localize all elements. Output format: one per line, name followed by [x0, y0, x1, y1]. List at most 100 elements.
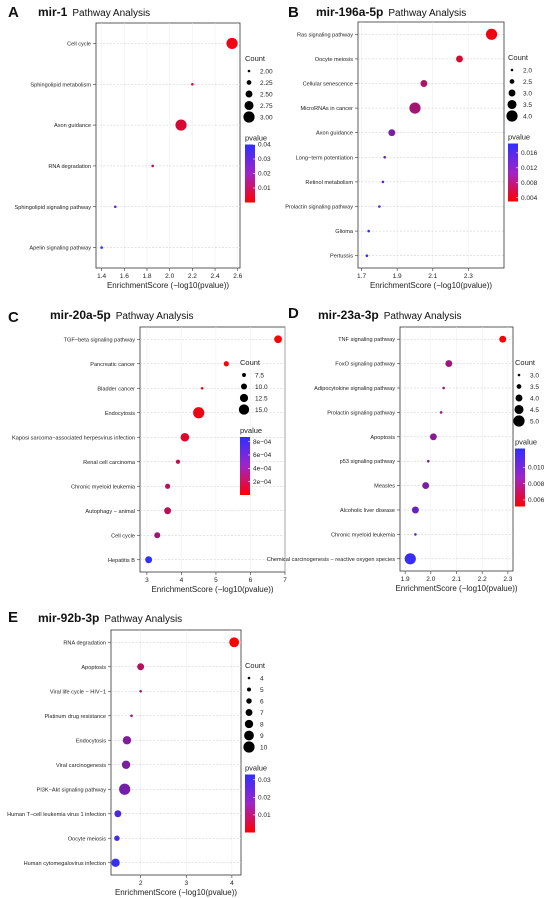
- data-point: [439, 411, 443, 414]
- chart-subtitle: Pathway Analysis: [388, 8, 466, 19]
- size-legend-dot: [244, 719, 254, 729]
- x-tick-label: 1.4: [97, 273, 106, 280]
- size-legend-label: 2.0: [523, 67, 532, 74]
- category-label: Retinol metabolism: [305, 180, 353, 186]
- data-point: [378, 205, 381, 208]
- size-legend-label: 6: [260, 698, 264, 705]
- data-point: [139, 689, 142, 693]
- category-label: Apelin signaling pathway: [29, 246, 91, 252]
- data-point: [180, 432, 190, 442]
- x-tick-label: 4: [180, 577, 184, 584]
- size-legend-dot: [246, 698, 252, 704]
- size-legend-label: 3.0: [523, 90, 532, 97]
- category-label: Ras signaling pathway: [297, 32, 353, 38]
- size-legend-dot: [517, 373, 521, 377]
- category-label: Sphingolipid signaling pathway: [14, 205, 91, 211]
- plot-area: [95, 22, 241, 269]
- colorbar-label: 4e−04: [253, 466, 272, 473]
- size-legend-label: 2.75: [260, 103, 273, 110]
- color-legend-title: pvalue: [508, 133, 530, 142]
- category-label: Axon guidance: [54, 123, 91, 129]
- x-axis-title: EnrichmentScore (−log10(pvalue)): [370, 281, 492, 290]
- size-legend-label: 3.00: [260, 114, 273, 121]
- category-label: Sphingolipid metabolism: [30, 82, 91, 88]
- color-legend-title: pvalue: [515, 438, 537, 447]
- size-legend-dot: [507, 99, 517, 110]
- data-point: [420, 80, 428, 87]
- data-point: [200, 386, 204, 390]
- size-legend-dot: [243, 111, 255, 123]
- chart-title: mir-1 Pathway Analysis: [38, 5, 150, 19]
- color-legend-title: pvalue: [245, 764, 267, 773]
- data-point: [113, 205, 117, 209]
- data-point: [175, 119, 187, 131]
- data-point: [100, 246, 103, 249]
- data-point: [111, 858, 120, 867]
- chart-title: mir-92b-3p Pathway Analysis: [38, 611, 182, 625]
- colorbar-label: 2e−04: [253, 479, 272, 486]
- colorbar: [508, 143, 518, 202]
- colorbar-label: 0.016: [521, 150, 538, 157]
- size-legend-label: 4.5: [530, 407, 539, 414]
- size-legend-dot: [516, 384, 522, 389]
- x-axis-title: EnrichmentScore (−log10(pvalue)): [395, 584, 517, 593]
- colorbar-label: 0.04: [258, 142, 271, 149]
- data-point: [191, 82, 194, 86]
- size-legend-dot: [240, 383, 248, 390]
- data-point: [409, 102, 421, 114]
- category-label: RNA degradation: [48, 164, 91, 170]
- data-point: [175, 459, 181, 464]
- x-tick-label: 2.1: [452, 576, 461, 583]
- category-label: Long−term potentiation: [296, 155, 353, 161]
- size-legend-dot: [508, 89, 516, 97]
- chart-title-mirna: mir-23a-3p: [318, 308, 379, 322]
- category-label: Apoptosis: [81, 665, 106, 671]
- data-point: [426, 459, 430, 463]
- size-legend-dot: [246, 687, 252, 692]
- colorbar-label: 0.01: [258, 185, 271, 192]
- category-label: Cell cycle: [111, 533, 135, 539]
- category-label: Axon guidance: [316, 131, 353, 137]
- x-tick-label: 2.3: [503, 576, 512, 583]
- size-legend-label: 4.0: [523, 113, 532, 120]
- data-point: [442, 386, 445, 390]
- colorbar: [245, 144, 255, 203]
- size-legend-dot: [509, 79, 515, 84]
- category-label: Human cytomegalovirus infection: [24, 861, 106, 867]
- colorbar-label: 6e−04: [253, 452, 272, 459]
- colorbar-label: 0.03: [258, 777, 271, 784]
- category-label: Endocytosis: [76, 738, 106, 744]
- panel-letter: C: [8, 309, 19, 326]
- chart-title-mirna: mir-1: [38, 5, 68, 19]
- category-label: Endocytosis: [105, 411, 135, 417]
- category-label: Kaposi sarcoma−associated herpesvirus in…: [12, 435, 135, 441]
- chart-title-mirna: mir-20a-5p: [50, 308, 111, 322]
- chart-title: mir-196a-5p Pathway Analysis: [316, 5, 466, 19]
- size-legend-label: 12.5: [255, 395, 268, 402]
- colorbar-label: 0.01: [258, 812, 271, 819]
- chart-title: mir-20a-5p Pathway Analysis: [50, 308, 194, 322]
- size-legend-label: 3.5: [530, 384, 539, 391]
- panel-letter: D: [288, 305, 299, 322]
- size-legend-label: 8: [260, 721, 264, 728]
- data-point: [365, 254, 369, 257]
- chart-subtitle: Pathway Analysis: [72, 8, 150, 19]
- colorbar-label: 0.006: [528, 497, 545, 504]
- category-label: TGF−beta signaling pathway: [64, 337, 136, 343]
- category-label: Bladder cancer: [97, 386, 135, 392]
- category-label: Autophagy − animal: [85, 509, 135, 515]
- size-legend-dot: [506, 110, 518, 122]
- size-legend-title: Count: [245, 661, 266, 670]
- category-label: Renal cell carcinoma: [83, 460, 136, 466]
- panel-letter: B: [288, 4, 299, 21]
- size-legend-label: 2.50: [260, 91, 273, 98]
- category-label: Apoptosis: [370, 435, 395, 441]
- data-point: [367, 229, 370, 233]
- size-legend-title: Count: [245, 54, 266, 63]
- data-point: [381, 180, 385, 184]
- size-legend-dot: [244, 100, 254, 111]
- chart-subtitle: Pathway Analysis: [116, 311, 194, 322]
- size-legend-dot: [243, 741, 255, 753]
